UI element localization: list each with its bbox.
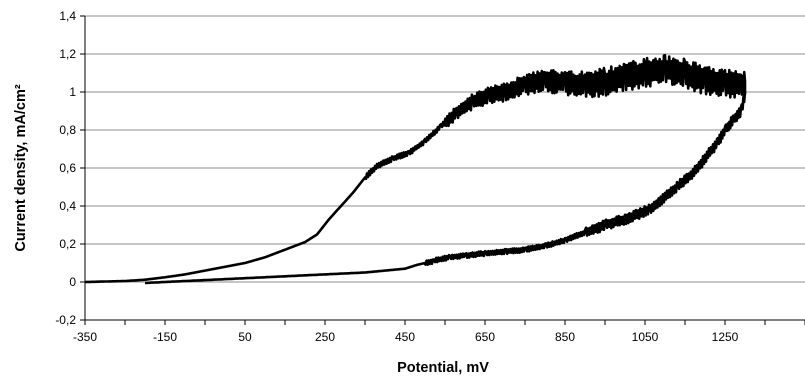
y-tick-label: 1 — [69, 85, 76, 99]
y-tick-label: 0,8 — [59, 123, 76, 137]
series-line — [84, 53, 747, 285]
x-tick-label: 1250 — [712, 330, 739, 344]
x-tick-label: 650 — [475, 330, 495, 344]
x-tick-label: 50 — [238, 330, 252, 344]
y-tick-label: 0,4 — [59, 199, 76, 213]
y-axis-title: Current density, mA/cm² — [13, 84, 29, 251]
x-tick-label: 1050 — [632, 330, 659, 344]
x-tick-label: 850 — [555, 330, 575, 344]
y-tick-label: -0,2 — [55, 313, 76, 327]
x-tick-label: -150 — [153, 330, 177, 344]
gridlines — [85, 15, 805, 283]
x-tick-label: -350 — [73, 330, 97, 344]
y-tick-label: 0,2 — [59, 237, 76, 251]
y-tick-labels: -0,2 0 0,2 0,4 0,6 0,8 1 1,2 1,4 — [55, 9, 76, 327]
x-axis-title: Potential, mV — [397, 360, 489, 376]
series-group — [84, 53, 747, 285]
x-tick-labels: -350 -150 50 250 450 650 850 1050 1250 — [73, 330, 739, 344]
x-tick-label: 450 — [395, 330, 415, 344]
y-tick-label: 1,4 — [59, 9, 76, 23]
y-tick-label: 0 — [69, 275, 76, 289]
y-tick-label: 0,6 — [59, 161, 76, 175]
axes — [80, 15, 805, 325]
x-tick-label: 250 — [315, 330, 335, 344]
y-tick-label: 1,2 — [59, 47, 76, 61]
